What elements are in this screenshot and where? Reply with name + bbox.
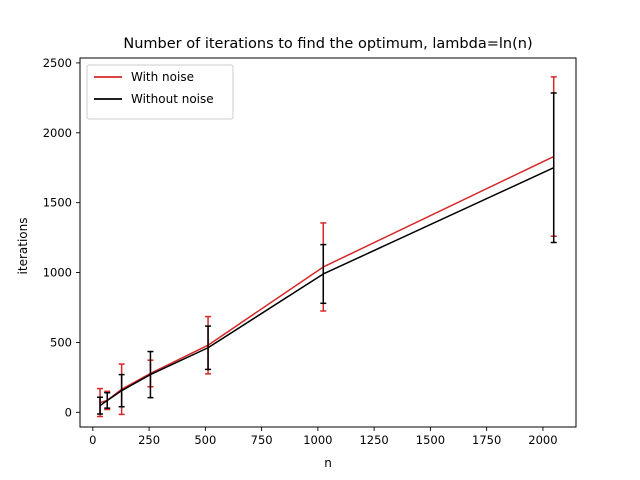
- axes: 0 250 500 750 1000 1250 1500 1750 2000 0 500 1000 15…: [43, 56, 577, 447]
- x-tick-label: 250: [138, 433, 160, 447]
- legend-box: [86, 64, 234, 120]
- y-tick-label: 0: [65, 405, 72, 419]
- y-tick-label: 1000: [43, 266, 72, 280]
- y-axis-label: iterations: [16, 218, 30, 275]
- x-tick-label: 0: [89, 433, 96, 447]
- y-tick-label: 2500: [43, 56, 72, 70]
- x-tick-label: 1500: [416, 433, 445, 447]
- x-tick-label: 750: [251, 433, 273, 447]
- series-with-noise: [97, 76, 557, 418]
- axes-frame: [79, 57, 577, 428]
- x-axis-label: n: [324, 456, 332, 470]
- series-line: [99, 167, 555, 407]
- x-tick-label: 1250: [359, 433, 388, 447]
- legend-label: Without noise: [131, 92, 214, 106]
- x-tick-label: 500: [194, 433, 216, 447]
- x-tick-label: 2000: [528, 433, 557, 447]
- plot-area: [97, 76, 557, 418]
- series-group: [97, 76, 557, 418]
- y-tick-label: 1500: [43, 196, 72, 210]
- x-tick-label: 1750: [472, 433, 501, 447]
- chart-title: Number of iterations to find the optimum…: [123, 36, 532, 52]
- y-tick-label: 2000: [43, 126, 72, 140]
- legend-label: With noise: [131, 70, 194, 84]
- x-tick-label: 1000: [303, 433, 332, 447]
- series-without-noise: [97, 92, 557, 415]
- legend: With noise Without noise: [86, 64, 234, 120]
- y-tick-label: 500: [50, 335, 72, 349]
